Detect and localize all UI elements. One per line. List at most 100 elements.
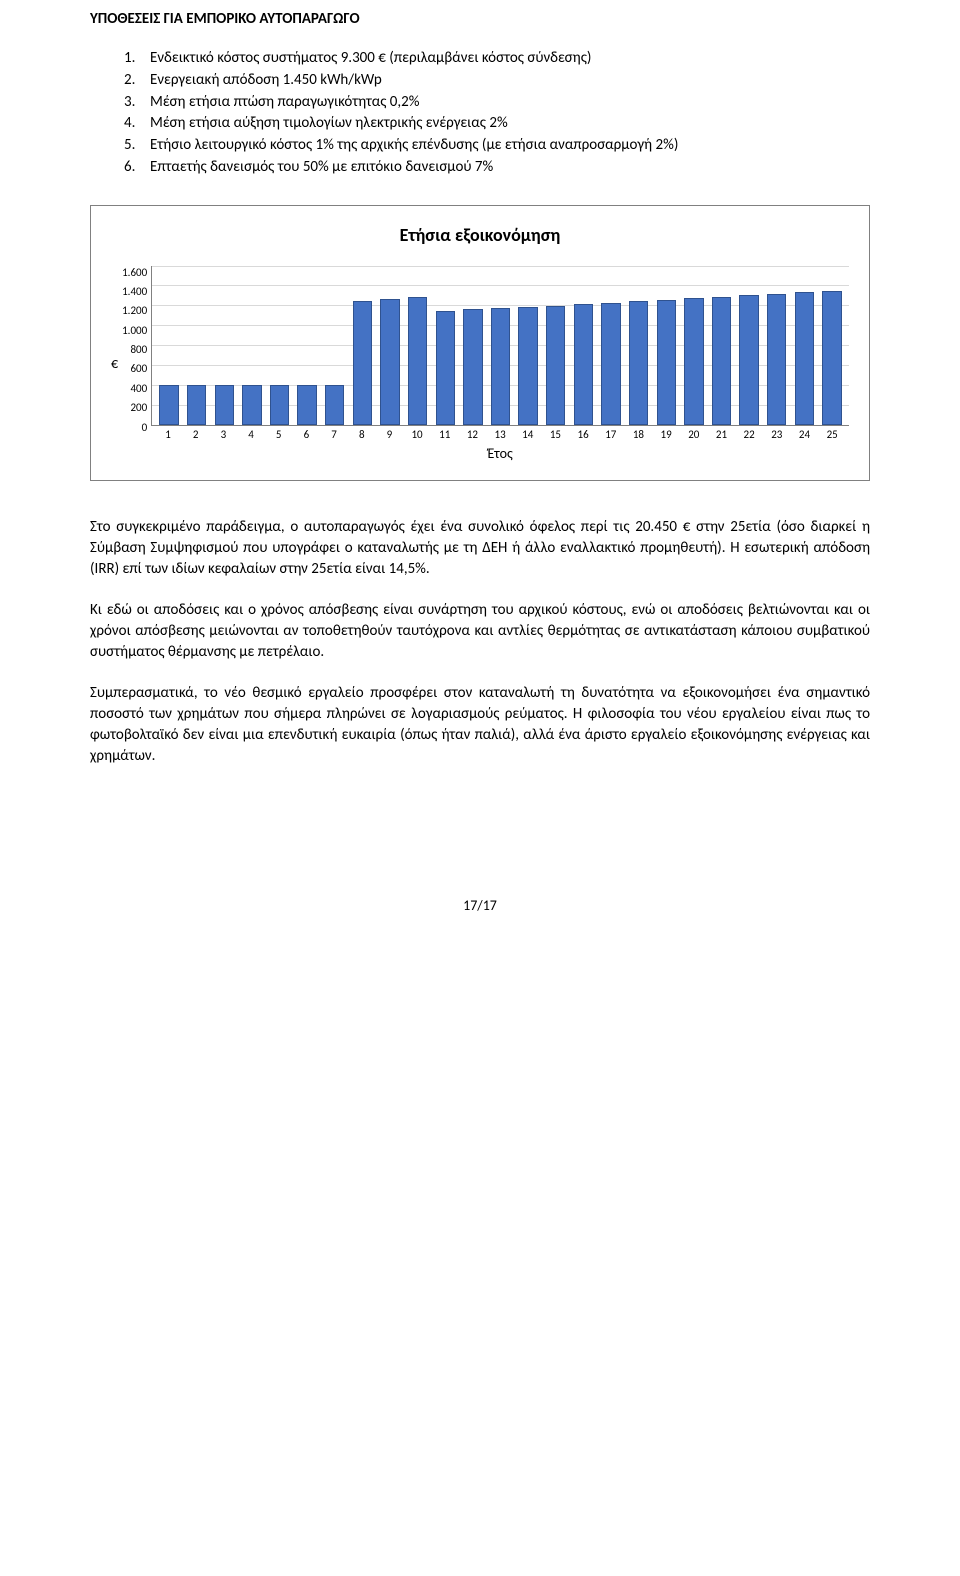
y-tick: 1.200: [122, 304, 147, 317]
bar: [325, 385, 344, 425]
y-tick: 0: [122, 421, 147, 434]
bar-slot: [349, 266, 377, 425]
list-item-number: 5.: [124, 135, 150, 157]
x-tick: 25: [818, 428, 846, 441]
y-tick: 1.600: [122, 266, 147, 279]
list-item-text: Ετήσιο λειτουργικό κόστος 1% της αρχικής…: [150, 135, 678, 157]
bar-slot: [652, 266, 680, 425]
x-tick: 11: [431, 428, 459, 441]
bar: [712, 297, 731, 424]
list-item-text: Ενδεικτικό κόστος συστήματος 9.300 € (πε…: [150, 48, 591, 70]
x-tick: 18: [625, 428, 653, 441]
bar: [767, 294, 786, 424]
page-number: 17/17: [90, 897, 870, 914]
bar: [297, 385, 316, 425]
x-tick: 3: [210, 428, 238, 441]
bar-slot: [459, 266, 487, 425]
bar-slot: [487, 266, 515, 425]
x-tick: 9: [376, 428, 404, 441]
paragraph: Συμπερασματικά, το νέο θεσμικό εργαλείο …: [90, 683, 870, 767]
bar: [684, 298, 703, 424]
bar-slot: [431, 266, 459, 425]
y-axis-label: €: [111, 266, 122, 462]
x-tick: 22: [735, 428, 763, 441]
bar-slot: [625, 266, 653, 425]
bar-slot: [238, 266, 266, 425]
chart-container: Ετήσια εξοικονόμηση € 1.6001.4001.2001.0…: [90, 205, 870, 481]
bar-slot: [321, 266, 349, 425]
paragraph: Στο συγκεκριμένο παράδειγμα, ο αυτοπαραγ…: [90, 517, 870, 580]
bar-slot: [791, 266, 819, 425]
x-tick: 19: [652, 428, 680, 441]
bars-container: [152, 266, 849, 425]
list-item: 6.Επταετής δανεισμός του 50% με επιτόκιο…: [124, 157, 870, 179]
bar: [380, 299, 399, 424]
x-tick: 7: [320, 428, 348, 441]
list-item-number: 1.: [124, 48, 150, 70]
x-tick: 5: [265, 428, 293, 441]
list-item-number: 4.: [124, 113, 150, 135]
chart-title: Ετήσια εξοικονόμηση: [111, 224, 849, 246]
x-tick: 21: [708, 428, 736, 441]
x-tick: 13: [486, 428, 514, 441]
bar: [629, 301, 648, 424]
y-tick: 200: [122, 401, 147, 414]
bar: [270, 385, 289, 425]
bar-slot: [183, 266, 211, 425]
y-tick: 400: [122, 382, 147, 395]
bar: [463, 309, 482, 424]
bar: [822, 291, 841, 424]
bar-slot: [570, 266, 598, 425]
x-tick: 16: [569, 428, 597, 441]
bar: [795, 292, 814, 424]
list-item: 4.Μέση ετήσια αύξηση τιμολογίων ηλεκτρικ…: [124, 113, 870, 135]
x-tick: 20: [680, 428, 708, 441]
list-item-text: Ενεργειακή απόδοση 1.450 kWh/kWp: [150, 70, 382, 92]
x-tick: 6: [293, 428, 321, 441]
y-tick: 800: [122, 343, 147, 356]
list-item-text: Μέση ετήσια πτώση παραγωγικότητας 0,2%: [150, 92, 419, 114]
plot-area: [151, 266, 849, 426]
bar-slot: [266, 266, 294, 425]
bar: [546, 306, 565, 424]
list-item-number: 3.: [124, 92, 150, 114]
list-item-number: 6.: [124, 157, 150, 179]
bar: [601, 303, 620, 424]
bar: [408, 297, 427, 424]
bar-slot: [542, 266, 570, 425]
bar: [353, 301, 372, 424]
list-item-text: Μέση ετήσια αύξηση τιμολογίων ηλεκτρικής…: [150, 113, 508, 135]
bar-slot: [376, 266, 404, 425]
x-tick: 14: [514, 428, 542, 441]
bar-slot: [514, 266, 542, 425]
list-item-number: 2.: [124, 70, 150, 92]
bar-slot: [597, 266, 625, 425]
bar: [491, 308, 510, 424]
bar: [436, 311, 455, 424]
bar: [739, 295, 758, 424]
y-axis-ticks: 1.6001.4001.2001.0008006004002000: [122, 266, 151, 434]
assumptions-list: 1.Ενδεικτικό κόστος συστήματος 9.300 € (…: [124, 48, 870, 179]
chart-body: € 1.6001.4001.2001.0008006004002000 1234…: [111, 266, 849, 462]
bar: [215, 385, 234, 425]
body-paragraphs: Στο συγκεκριμένο παράδειγμα, ο αυτοπαραγ…: [90, 517, 870, 767]
bar-slot: [210, 266, 238, 425]
x-tick: 10: [403, 428, 431, 441]
list-item: 1.Ενδεικτικό κόστος συστήματος 9.300 € (…: [124, 48, 870, 70]
bar-slot: [818, 266, 846, 425]
bar-slot: [680, 266, 708, 425]
paragraph: Κι εδώ οι αποδόσεις και ο χρόνος απόσβεσ…: [90, 600, 870, 663]
list-item: 2.Ενεργειακή απόδοση 1.450 kWh/kWp: [124, 70, 870, 92]
x-tick: 15: [542, 428, 570, 441]
x-tick: 23: [763, 428, 791, 441]
x-tick: 12: [459, 428, 487, 441]
bar-slot: [708, 266, 736, 425]
x-axis-ticks: 1234567891011121314151617181920212223242…: [151, 428, 849, 441]
x-tick: 17: [597, 428, 625, 441]
bar: [657, 300, 676, 424]
list-item: 5.Ετήσιο λειτουργικό κόστος 1% της αρχικ…: [124, 135, 870, 157]
bar: [159, 385, 178, 425]
bar-slot: [293, 266, 321, 425]
x-tick: 24: [791, 428, 819, 441]
bar-slot: [404, 266, 432, 425]
